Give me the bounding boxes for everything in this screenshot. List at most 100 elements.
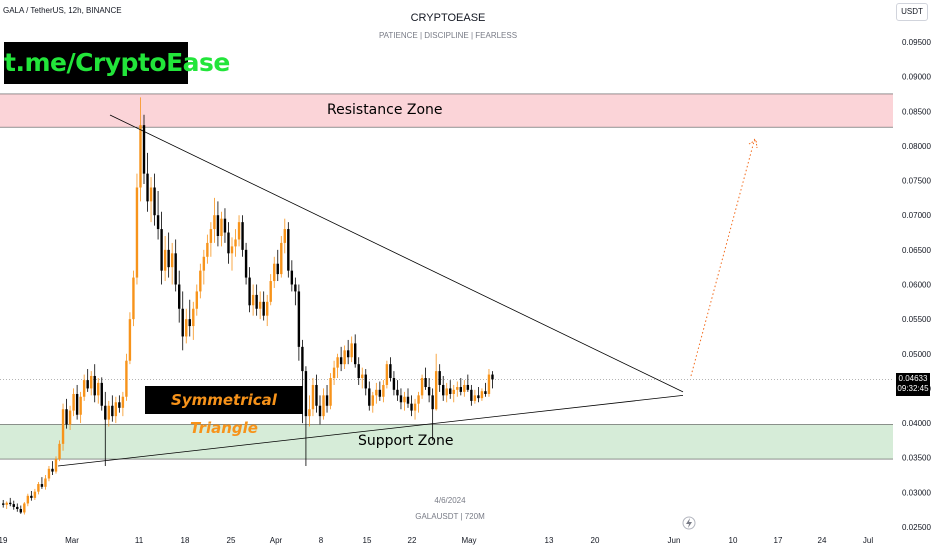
candle [431, 388, 434, 441]
price-tick-label: 0.04000 [902, 419, 931, 428]
candle-body [12, 504, 15, 507]
candle-body [470, 389, 473, 401]
candle-body [234, 239, 237, 247]
candle [325, 384, 329, 413]
projection-arrowhead [748, 139, 758, 149]
candle-body [258, 301, 262, 309]
candle [146, 152, 149, 212]
chart-title: CRYPTOEASE [411, 12, 486, 24]
candle-body [90, 375, 93, 389]
candle-body [111, 405, 114, 417]
candle-body [118, 402, 121, 408]
time-tick-label: Apr [270, 536, 283, 545]
candle-body [72, 393, 75, 411]
candle-body [325, 395, 329, 406]
candle [283, 218, 286, 254]
candle [139, 97, 142, 202]
candle-body [315, 384, 318, 406]
candle-body [139, 125, 142, 188]
candle-body [336, 357, 339, 368]
time-tick-label: 20 [591, 536, 600, 545]
candle-body [244, 249, 248, 278]
candle [82, 374, 86, 401]
time-tick-label: 10 [729, 536, 738, 545]
candle [466, 374, 470, 392]
currency-selector[interactable]: USDT [896, 3, 928, 21]
candle [153, 173, 156, 226]
candle-body [399, 395, 403, 403]
time-tick-label: 11 [135, 536, 144, 545]
resistance-zone [0, 93, 893, 128]
candle-body [459, 387, 462, 392]
candle-body [160, 229, 163, 271]
candle [47, 466, 51, 482]
candle-body [392, 378, 396, 390]
candle-body [100, 382, 103, 406]
candle-body [19, 508, 22, 513]
symbol-line: GALA / TetherUS, 12h, BINANCE [3, 6, 122, 15]
candle-body [385, 364, 389, 385]
time-tick-label: May [461, 536, 476, 545]
candle-body [58, 443, 61, 460]
candle-body [251, 294, 255, 306]
candle-body [389, 364, 392, 379]
telegram-banner[interactable]: t.me/CryptoEase [4, 42, 230, 84]
candle-body [308, 409, 311, 417]
candle-body [237, 222, 241, 240]
candle [93, 364, 96, 403]
candle [30, 490, 33, 501]
candle-body [220, 218, 223, 236]
candle [290, 260, 294, 292]
candle [364, 369, 367, 396]
candle-body [178, 284, 181, 309]
candle [68, 405, 72, 430]
price-tick-label: 0.08000 [902, 142, 931, 151]
candle-body [142, 125, 146, 174]
time-tick-label: 8 [319, 536, 324, 545]
candle-body [378, 389, 382, 397]
candle-body [167, 249, 170, 268]
candle-body [82, 380, 86, 397]
candle [244, 242, 248, 285]
candle-body [375, 389, 378, 396]
candle [350, 336, 353, 363]
candle [346, 339, 350, 365]
candle [424, 367, 427, 390]
candle-body [33, 491, 37, 498]
candle-body [301, 346, 304, 372]
candle [167, 232, 170, 278]
candle [248, 267, 251, 313]
candle-body [417, 395, 420, 404]
price-tick-label: 0.08500 [902, 107, 931, 116]
candle [410, 395, 413, 417]
candle-body [484, 391, 487, 394]
candle-body [227, 232, 230, 254]
candle [107, 400, 110, 427]
candle [156, 190, 160, 240]
candle [213, 197, 216, 243]
candle [392, 371, 396, 396]
candle-body [9, 502, 12, 505]
time-tick-label: 19 [0, 536, 8, 545]
candle [86, 369, 89, 392]
candle [234, 229, 237, 257]
candle [44, 475, 47, 490]
time-axis[interactable]: 19 Mar 11 18 25 Apr 8 15 22 May 13 20 Jun 10 17 24 Jul [0, 536, 873, 545]
candle [75, 384, 79, 420]
candle [61, 403, 65, 451]
price-axis[interactable]: 0.09500 0.09000 0.08500 0.08000 0.07500 0.070… [902, 38, 931, 532]
time-tick-label: 18 [181, 536, 190, 545]
lightning-icon[interactable] [682, 516, 696, 530]
candle [262, 291, 265, 321]
candle [304, 366, 308, 467]
candle-body [5, 502, 8, 505]
candle [163, 236, 167, 282]
price-tick-label: 0.09000 [902, 73, 931, 82]
candle-body [396, 389, 399, 396]
candle [339, 346, 343, 372]
candle [90, 371, 93, 396]
candle-body [125, 360, 128, 397]
countdown-timer: 09:32:45 [897, 384, 929, 393]
candle [459, 378, 462, 396]
